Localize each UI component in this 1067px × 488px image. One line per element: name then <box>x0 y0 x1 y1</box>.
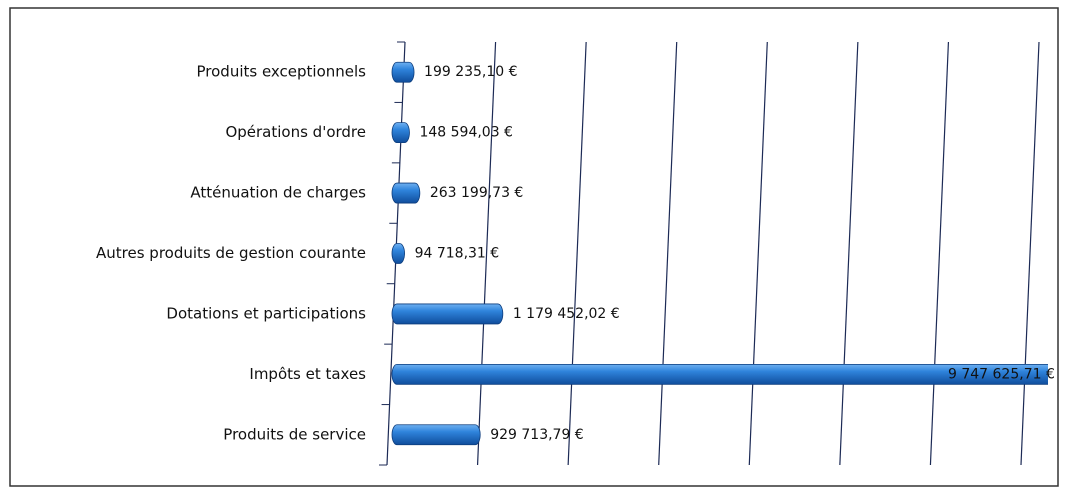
category-label: Atténuation de charges <box>190 184 366 202</box>
grid-line <box>658 41 678 466</box>
category-label: Produits de service <box>223 425 366 443</box>
grid-line <box>567 41 587 466</box>
category-label: Impôts et taxes <box>249 365 366 383</box>
value-label: 929 713,79 € <box>490 427 584 443</box>
bar <box>391 424 481 446</box>
bar <box>391 122 410 144</box>
bar <box>391 303 504 325</box>
value-label: 199 235,10 € <box>424 64 518 80</box>
value-label: 9 747 625,71 € <box>948 366 1055 382</box>
value-label: 148 594,03 € <box>419 125 513 141</box>
category-label: Autres produits de gestion courante <box>96 244 366 262</box>
grid-line <box>476 41 497 466</box>
bar <box>391 182 421 204</box>
bar <box>391 363 1048 385</box>
bar <box>391 243 405 264</box>
category-label: Produits exceptionnels <box>197 63 367 81</box>
grid-line <box>839 41 859 466</box>
category-label: Opérations d'ordre <box>225 123 366 141</box>
value-label: 94 718,31 € <box>415 246 500 262</box>
grid-line <box>1020 41 1040 466</box>
plot-area <box>391 61 1048 446</box>
bar <box>391 61 415 83</box>
grid-line <box>929 41 950 466</box>
category-label: Dotations et participations <box>166 304 366 322</box>
value-label: 263 199,73 € <box>430 185 524 201</box>
chart-frame <box>9 7 1059 487</box>
value-label: 1 179 452,02 € <box>513 306 620 322</box>
grid-line <box>748 41 768 466</box>
